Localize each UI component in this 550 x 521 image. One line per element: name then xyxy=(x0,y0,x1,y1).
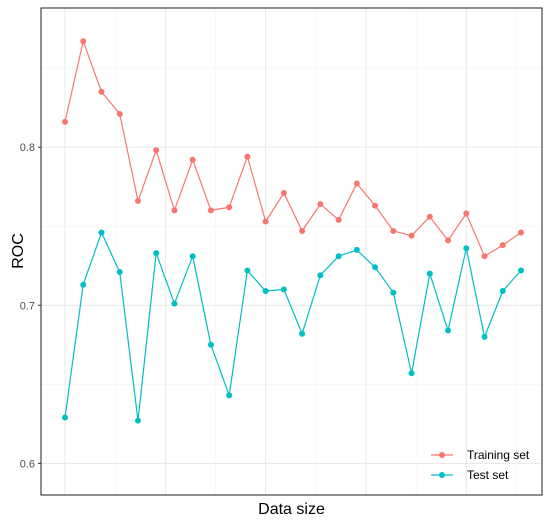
data-point-training-set xyxy=(171,207,178,214)
data-point-training-set xyxy=(134,197,141,204)
data-point-test-set xyxy=(98,229,105,236)
series-line-training-set xyxy=(64,39,522,258)
data-point-training-set xyxy=(426,213,433,220)
data-point-test-set xyxy=(189,253,196,260)
legend: Training set Test set xyxy=(431,448,530,482)
legend-label: Training set xyxy=(467,448,530,462)
data-point-training-set xyxy=(463,210,470,217)
data-point-training-set xyxy=(116,110,123,117)
data-point-test-set xyxy=(518,267,524,274)
data-point-test-set xyxy=(499,288,506,295)
data-point-test-set xyxy=(335,253,342,260)
data-point-test-set xyxy=(244,267,251,274)
y-tick-label: 0.6 xyxy=(20,458,35,470)
data-point-training-set xyxy=(226,204,233,211)
series-line-test-set xyxy=(64,230,522,421)
data-point-training-set xyxy=(62,118,68,125)
data-point-test-set xyxy=(134,417,141,424)
data-point-test-set xyxy=(299,330,306,337)
data-point-test-set xyxy=(280,286,287,293)
data-point-test-set xyxy=(445,327,452,334)
legend-item-training-set: Training set xyxy=(431,448,530,462)
data-point-training-set xyxy=(244,153,251,160)
data-point-training-set xyxy=(317,201,324,208)
data-point-test-set xyxy=(481,333,488,340)
data-point-training-set xyxy=(372,202,379,209)
data-point-test-set xyxy=(262,288,269,295)
data-point-training-set xyxy=(153,147,160,154)
y-axis-title: ROC xyxy=(10,233,27,269)
legend-key-point xyxy=(439,452,445,458)
data-point-training-set xyxy=(189,156,196,163)
data-point-test-set xyxy=(353,246,360,253)
data-point-training-set xyxy=(499,242,506,249)
data-point-test-set xyxy=(372,264,379,271)
data-point-training-set xyxy=(390,227,397,234)
x-axis-title: Data size xyxy=(258,501,325,518)
data-point-test-set xyxy=(426,270,433,277)
data-point-test-set xyxy=(226,392,233,399)
grid-lines xyxy=(41,8,542,495)
data-point-training-set xyxy=(518,229,524,236)
data-point-test-set xyxy=(171,300,178,307)
data-point-training-set xyxy=(299,227,306,234)
y-tick-label: 0.7 xyxy=(20,300,35,312)
data-point-training-set xyxy=(353,180,360,187)
data-point-test-set xyxy=(62,414,68,421)
data-point-training-set xyxy=(445,237,452,244)
data-point-test-set xyxy=(463,245,470,252)
series-points xyxy=(62,38,524,424)
data-point-training-set xyxy=(408,232,415,239)
data-point-training-set xyxy=(262,218,269,225)
legend-item-test-set: Test set xyxy=(431,468,509,482)
legend-label: Test set xyxy=(467,468,509,482)
plot-panel-border xyxy=(40,7,543,496)
data-point-training-set xyxy=(80,38,87,45)
y-axis-ticks: 0.6 0.7 0.8 xyxy=(20,142,41,470)
data-point-training-set xyxy=(481,253,488,260)
legend-key-point xyxy=(439,472,445,478)
data-point-test-set xyxy=(153,250,160,257)
series-lines xyxy=(64,39,522,421)
data-point-training-set xyxy=(98,88,105,95)
data-point-test-set xyxy=(207,341,214,348)
data-point-training-set xyxy=(207,207,214,214)
data-point-test-set xyxy=(317,272,324,279)
data-point-test-set xyxy=(390,289,397,296)
data-point-training-set xyxy=(335,216,342,223)
data-point-test-set xyxy=(116,269,123,276)
y-tick-label: 0.8 xyxy=(20,142,35,154)
data-point-test-set xyxy=(80,281,87,288)
data-point-test-set xyxy=(408,370,415,377)
data-point-training-set xyxy=(280,189,287,196)
